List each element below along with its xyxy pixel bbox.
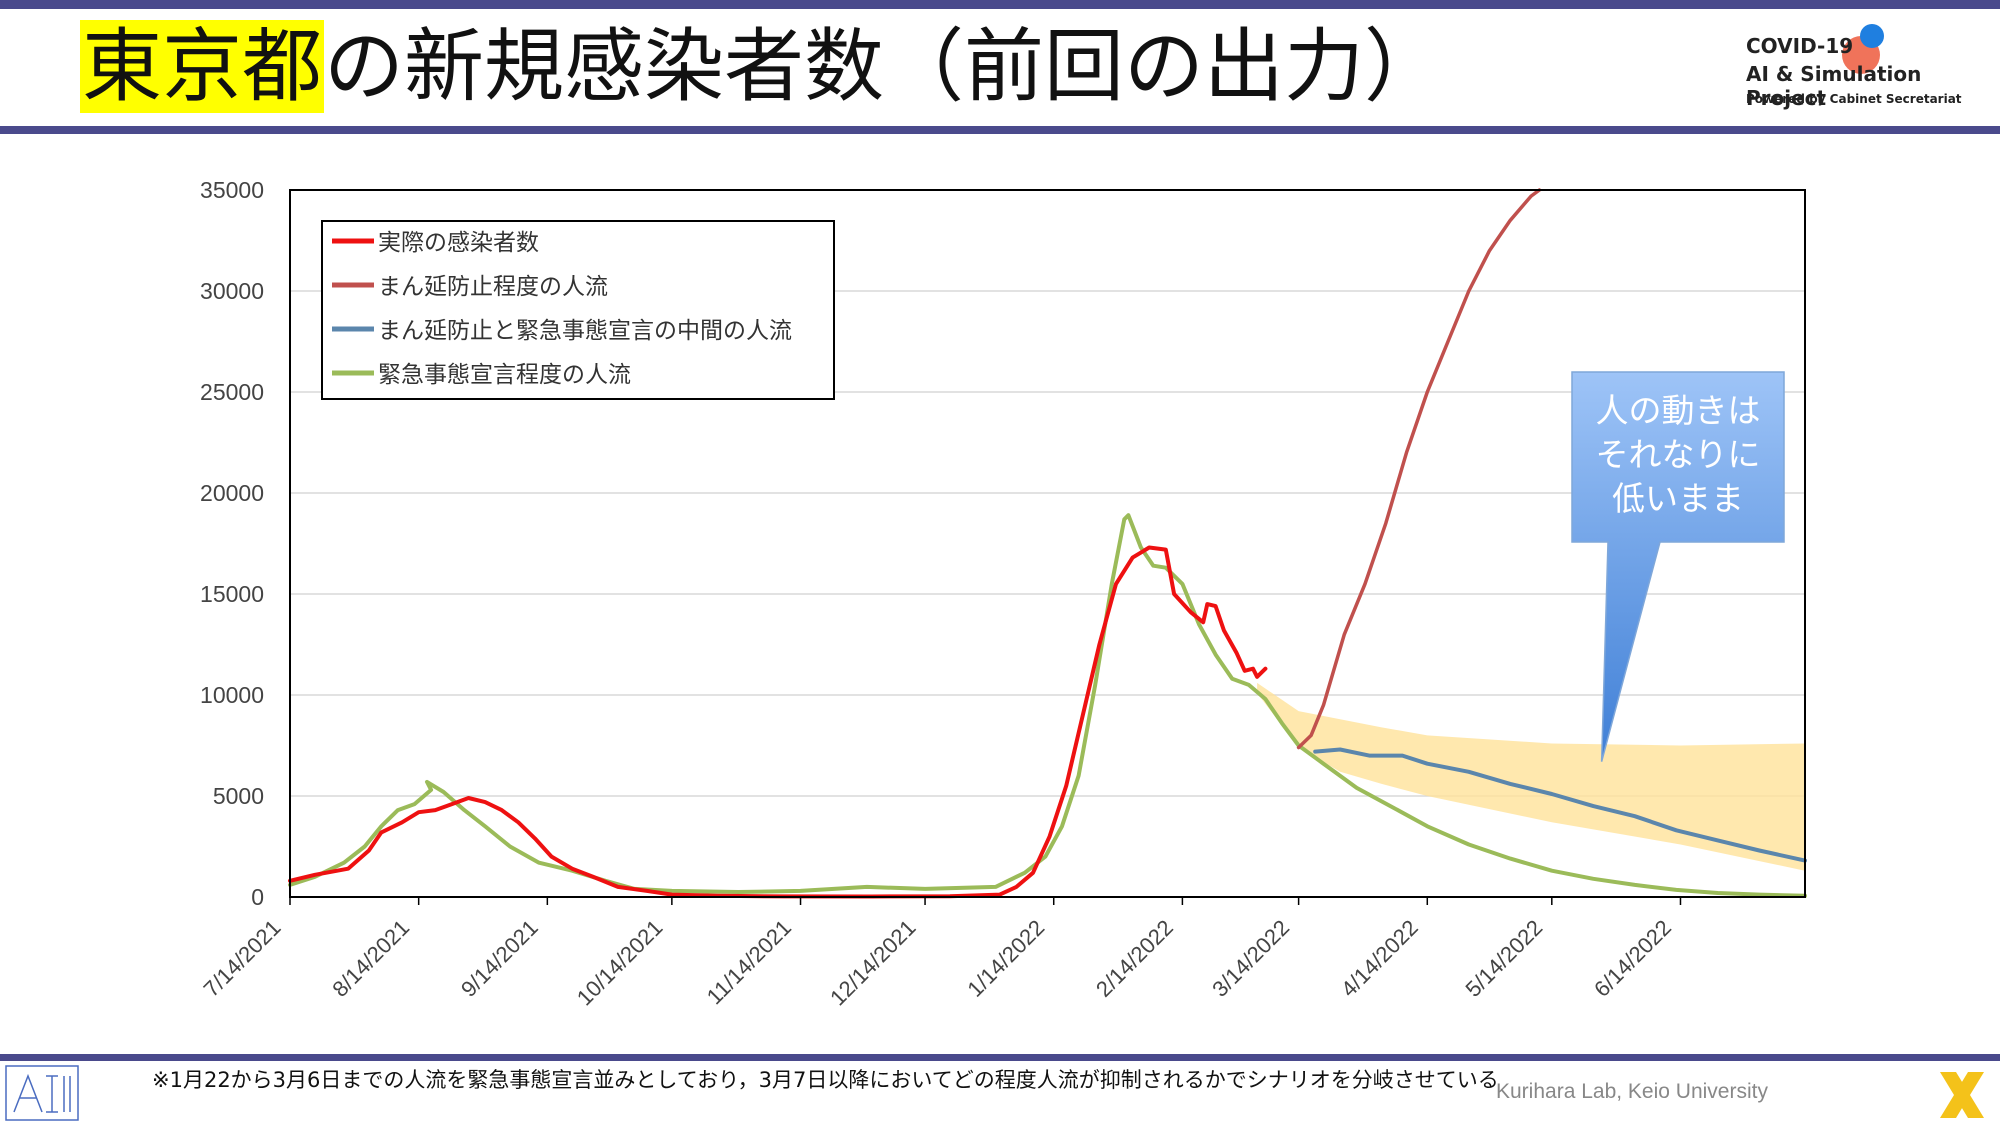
x-tick-label: 2/14/2022 — [1091, 915, 1178, 1002]
footer-divider — [0, 1054, 2000, 1061]
legend-box — [321, 220, 835, 400]
y-tick-label: 0 — [251, 884, 264, 910]
header-divider — [0, 126, 2000, 134]
infection-chart: 0 5000 10000 15000 20000 25000 30000 35000 7/14… — [199, 177, 1807, 1011]
x-tick-label: 10/14/2021 — [572, 915, 668, 1011]
legend: 実際の感染者数まん延防止程度の人流まん延防止と緊急事態宣言の中間の人流緊急事態宣… — [321, 220, 835, 400]
logo-line3: Powered by Cabinet Secretariat — [1746, 92, 1962, 106]
legend-label: 実際の感染者数 — [378, 230, 539, 256]
x-tick-label: 12/14/2021 — [825, 915, 921, 1011]
y-tick-label: 15000 — [200, 581, 264, 607]
series-line-1 — [288, 545, 1268, 899]
title-highlight: 東京都 — [80, 20, 324, 113]
series-line-4 — [288, 513, 1807, 898]
lab-credit: Kurihara Lab, Keio University — [1496, 1080, 1768, 1103]
top-bar — [0, 0, 2000, 9]
logo-line1: COVID-19 — [1746, 34, 1854, 58]
x-tick-label: 11/14/2021 — [702, 915, 796, 1009]
x-logo-icon — [1940, 1072, 1984, 1118]
x-tick-label: 8/14/2021 — [327, 915, 414, 1002]
project-logo: COVID-19 AI & Simulation Project Powered… — [1746, 22, 1986, 112]
x-tick-label: 3/14/2022 — [1207, 915, 1294, 1002]
y-axis-ticks: 0 5000 10000 15000 20000 25000 30000 35000 — [200, 177, 264, 910]
y-tick-label: 10000 — [200, 682, 264, 708]
y-tick-label: 35000 — [200, 177, 264, 203]
footnote: ※1月22から3月6日までの人流を緊急事態宣言並みとしており，3月7日以降におい… — [152, 1068, 1499, 1092]
x-tick-label: 9/14/2021 — [456, 915, 543, 1002]
y-tick-label: 30000 — [200, 278, 264, 304]
callout-text: それなりに — [1596, 435, 1761, 474]
legend-label: まん延防止程度の人流 — [378, 274, 608, 300]
series-line-2 — [1296, 188, 1542, 750]
x-tick-label: 4/14/2022 — [1336, 915, 1423, 1002]
y-tick-label: 25000 — [200, 379, 264, 405]
x-tick-label: 5/14/2022 — [1460, 915, 1547, 1002]
callout-bubble — [1571, 371, 1785, 762]
y-tick-label: 20000 — [200, 480, 264, 506]
callout-text: 低いまま — [1612, 479, 1744, 518]
logo-blue-dot — [1860, 24, 1884, 48]
x-axis-ticks: 7/14/2021 8/14/2021 9/14/2021 10/14/2021 11/… — [199, 897, 1682, 1011]
x-tick-label: 6/14/2022 — [1589, 915, 1676, 1002]
callout-text: 人の動きは — [1596, 391, 1761, 430]
x-tick-label: 7/14/2021 — [199, 915, 286, 1002]
plot-frame — [289, 189, 1806, 898]
title-rest: の新規感染者数（前回の出力） — [324, 20, 1444, 113]
x-tick-label: 1/14/2022 — [962, 915, 1049, 1002]
series-line-3 — [1313, 747, 1807, 863]
page-title: 東京都の新規感染者数（前回の出力） — [80, 14, 1444, 120]
y-tick-label: 5000 — [213, 783, 264, 809]
legend-label: 緊急事態宣言程度の人流 — [378, 362, 631, 388]
projection-band — [1257, 682, 1805, 871]
legend-label: まん延防止と緊急事態宣言の中間の人流 — [378, 318, 792, 344]
projection-band-area — [1257, 682, 1805, 871]
logo-line2: AI & Simulation Project — [1746, 62, 1922, 110]
ai-logo-icon — [5, 1065, 79, 1121]
